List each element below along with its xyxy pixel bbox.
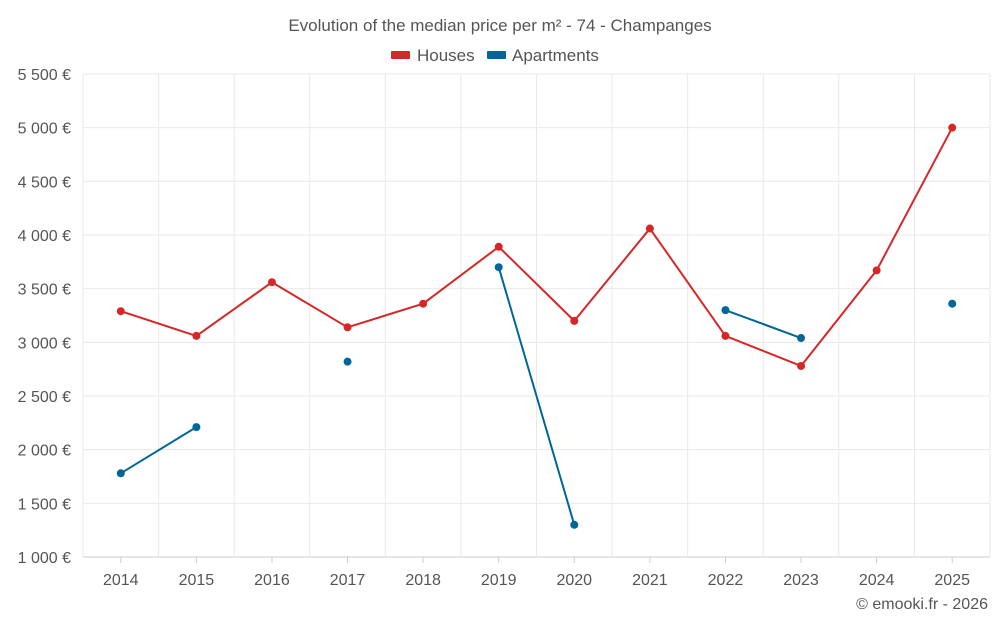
- y-tick-label: 5 500 €: [18, 67, 71, 84]
- data-point-apartments-2019[interactable]: [494, 263, 503, 272]
- grid: [82, 73, 991, 558]
- x-tick-label: 2016: [254, 572, 290, 589]
- legend-item-houses[interactable]: Houses: [391, 46, 475, 65]
- data-point-houses-2019[interactable]: [494, 242, 503, 251]
- y-tick-label: 2 000 €: [18, 443, 71, 460]
- x-tick-label: 2019: [481, 572, 517, 589]
- series-layer: [116, 123, 957, 529]
- x-tick-label: 2017: [330, 572, 366, 589]
- x-tick-label: 2024: [859, 572, 895, 589]
- data-point-houses-2017[interactable]: [343, 323, 352, 332]
- data-point-houses-2024[interactable]: [872, 266, 881, 275]
- y-axis-labels: 1 000 € 1 500 € 2 000 € 2 500 € 3 000 € 3 500…: [18, 67, 71, 567]
- data-point-houses-2015[interactable]: [192, 331, 201, 340]
- legend-swatch-houses: [391, 51, 410, 59]
- series-line-houses: [120, 127, 954, 367]
- x-tick-label: 2025: [934, 572, 970, 589]
- chart-title: Evolution of the median price per m² - 7…: [288, 16, 711, 35]
- data-point-houses-2023[interactable]: [797, 361, 806, 370]
- legend: Houses Apartments: [391, 46, 599, 65]
- y-tick-label: 5 000 €: [18, 121, 71, 138]
- data-point-houses-2025[interactable]: [948, 123, 957, 132]
- series-line-apartments: [497, 266, 576, 526]
- y-tick-label: 2 500 €: [18, 389, 71, 406]
- data-point-apartments-2022[interactable]: [721, 306, 730, 315]
- x-tick-label: 2015: [179, 572, 215, 589]
- series-line-apartments: [725, 309, 802, 339]
- x-tick-label: 2021: [632, 572, 668, 589]
- x-axis-labels: 2014 2015 2016 2017 2018 2019 2020 2021 2022 2023…: [103, 557, 970, 589]
- x-tick-label: 2023: [783, 572, 819, 589]
- legend-label-apartments: Apartments: [512, 46, 599, 65]
- data-point-apartments-2014[interactable]: [116, 469, 125, 478]
- data-point-houses-2018[interactable]: [419, 299, 428, 308]
- series-line-apartments: [120, 426, 197, 475]
- y-tick-label: 4 000 €: [18, 228, 71, 245]
- y-tick-label: 1 500 €: [18, 496, 71, 513]
- data-point-houses-2020[interactable]: [570, 316, 579, 325]
- credit-text: © emooki.fr - 2026: [856, 596, 988, 613]
- data-point-houses-2021[interactable]: [645, 224, 654, 233]
- y-tick-label: 3 000 €: [18, 335, 71, 352]
- data-point-houses-2016[interactable]: [267, 278, 276, 287]
- x-tick-label: 2020: [556, 572, 592, 589]
- y-tick-label: 4 500 €: [18, 174, 71, 191]
- data-point-apartments-2020[interactable]: [570, 520, 579, 529]
- y-tick-label: 3 500 €: [18, 282, 71, 299]
- data-point-apartments-2023[interactable]: [797, 334, 806, 343]
- legend-item-apartments[interactable]: Apartments: [487, 46, 599, 65]
- data-point-houses-2014[interactable]: [116, 307, 125, 316]
- data-point-apartments-2025[interactable]: [948, 299, 957, 308]
- data-point-apartments-2015[interactable]: [192, 423, 201, 432]
- data-point-houses-2022[interactable]: [721, 331, 730, 340]
- legend-swatch-apartments: [487, 51, 506, 59]
- legend-label-houses: Houses: [417, 46, 475, 65]
- x-tick-label: 2018: [405, 572, 441, 589]
- y-tick-label: 1 000 €: [18, 550, 71, 567]
- data-point-apartments-2017[interactable]: [343, 357, 352, 366]
- x-tick-label: 2022: [708, 572, 744, 589]
- x-tick-label: 2014: [103, 572, 139, 589]
